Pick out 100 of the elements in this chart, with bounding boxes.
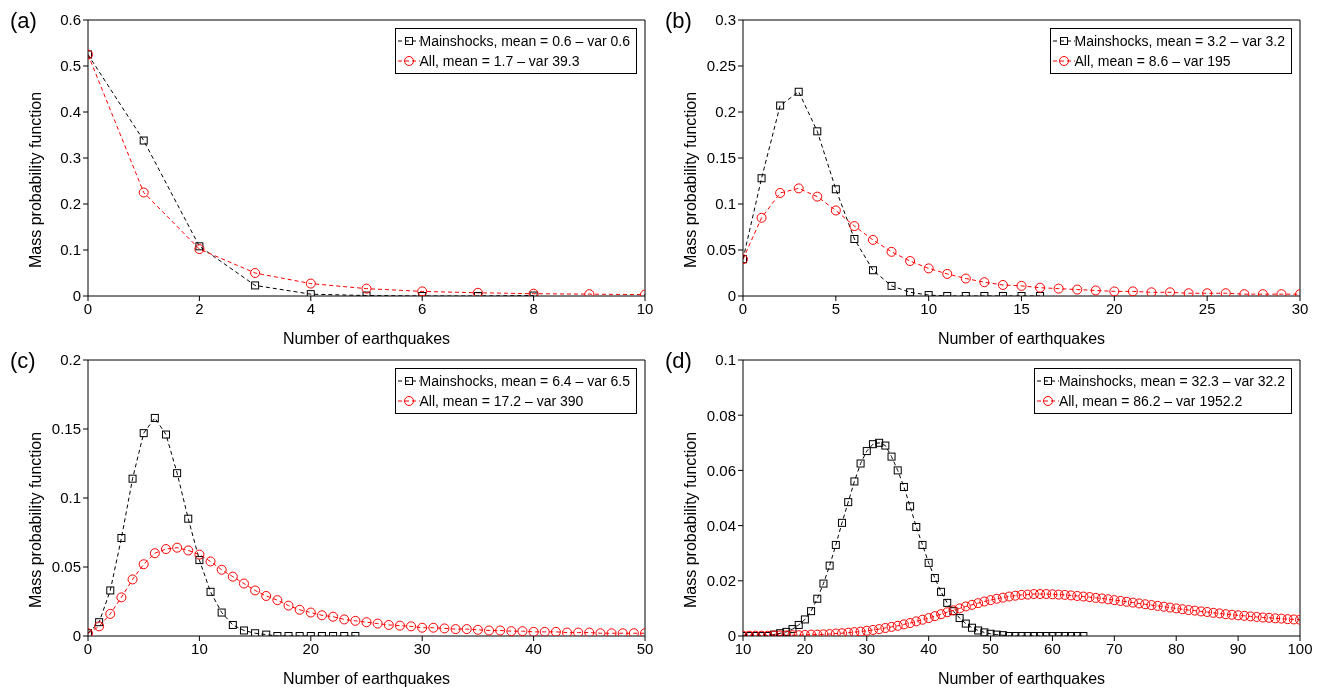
point bbox=[461, 624, 472, 635]
point bbox=[149, 548, 160, 559]
point bbox=[138, 187, 149, 198]
point bbox=[251, 281, 260, 290]
point bbox=[850, 234, 859, 243]
y-tick-label: 0.1 bbox=[715, 351, 736, 369]
point bbox=[216, 564, 227, 575]
y-tick-label: 0.4 bbox=[60, 103, 81, 121]
x-tick-label: 5 bbox=[831, 299, 841, 317]
point bbox=[250, 585, 261, 596]
point bbox=[813, 594, 822, 603]
point bbox=[161, 430, 170, 439]
y-tick-label: 0.25 bbox=[706, 57, 736, 75]
point bbox=[1090, 285, 1101, 296]
point bbox=[305, 278, 316, 289]
point bbox=[776, 101, 785, 110]
point bbox=[417, 622, 428, 633]
x-tick-label: 50 bbox=[636, 639, 654, 657]
point bbox=[117, 534, 126, 543]
point bbox=[793, 183, 804, 194]
point bbox=[849, 221, 860, 232]
point bbox=[967, 623, 976, 632]
point bbox=[886, 246, 897, 257]
y-tick-label: 0.08 bbox=[706, 406, 736, 424]
point bbox=[194, 244, 205, 255]
legend-label: All, mean = 86.2 – var 1952.2 bbox=[1058, 392, 1243, 411]
y-tick-label: 0 bbox=[72, 627, 81, 645]
point bbox=[305, 607, 316, 618]
point bbox=[955, 614, 964, 623]
point bbox=[794, 620, 803, 629]
point bbox=[1220, 288, 1231, 296]
point bbox=[960, 273, 971, 284]
x-tick-label: 40 bbox=[920, 639, 938, 657]
point bbox=[757, 174, 766, 183]
point bbox=[195, 242, 204, 251]
x-tick-label: 4 bbox=[306, 299, 315, 317]
legend-label: Mainshocks, mean = 6.4 – var 6.5 bbox=[419, 372, 630, 391]
point bbox=[350, 615, 361, 626]
point bbox=[974, 626, 983, 635]
x-tick-label: 20 bbox=[302, 639, 320, 657]
point bbox=[450, 624, 461, 635]
point bbox=[628, 628, 639, 636]
point bbox=[105, 608, 116, 619]
point bbox=[394, 620, 405, 631]
x-tick-label: 30 bbox=[1291, 299, 1309, 317]
point bbox=[139, 429, 148, 438]
x-tick-label: 8 bbox=[529, 299, 538, 317]
point bbox=[339, 614, 350, 625]
point bbox=[617, 628, 628, 636]
point bbox=[1016, 280, 1027, 291]
x-tick-label: 6 bbox=[418, 299, 427, 317]
point bbox=[472, 624, 483, 635]
point bbox=[986, 629, 995, 636]
point bbox=[127, 574, 138, 585]
point bbox=[95, 618, 104, 627]
point bbox=[138, 559, 149, 570]
point bbox=[906, 288, 915, 296]
point bbox=[1053, 283, 1064, 294]
point bbox=[997, 279, 1008, 290]
chart-title: (d) bbox=[665, 348, 692, 374]
y-tick-label: 0.3 bbox=[60, 149, 81, 167]
x-tick-label: 0 bbox=[83, 299, 93, 317]
point bbox=[800, 615, 809, 624]
legend-label: All, mean = 8.6 – var 195 bbox=[1074, 52, 1231, 71]
y-tick-label: 0.2 bbox=[60, 195, 81, 213]
point bbox=[272, 595, 283, 606]
point bbox=[893, 466, 902, 475]
point bbox=[116, 592, 127, 603]
x-tick-label: 10 bbox=[191, 639, 208, 657]
point bbox=[173, 469, 182, 478]
point bbox=[905, 256, 916, 267]
x-tick-label: 25 bbox=[1198, 299, 1216, 317]
x-axis-title: Number of earthquakes bbox=[937, 670, 1106, 687]
x-tick-label: 100 bbox=[1287, 639, 1313, 657]
legend-label: Mainshocks, mean = 3.2 – var 3.2 bbox=[1074, 32, 1285, 51]
chart-title: (b) bbox=[665, 8, 692, 34]
x-tick-label: 80 bbox=[1167, 639, 1185, 657]
point bbox=[930, 574, 939, 583]
point bbox=[539, 626, 550, 636]
y-axis-title: Mass probability function bbox=[26, 431, 44, 608]
point bbox=[868, 266, 877, 275]
y-axis-title: Mass probability function bbox=[681, 431, 699, 608]
point bbox=[887, 452, 896, 461]
point bbox=[979, 277, 990, 288]
x-tick-label: 10 bbox=[920, 299, 938, 317]
point bbox=[261, 590, 272, 601]
point bbox=[881, 441, 890, 450]
point bbox=[239, 626, 248, 635]
y-tick-label: 0.05 bbox=[51, 558, 81, 576]
x-tick-label: 10 bbox=[636, 299, 654, 317]
point bbox=[361, 617, 372, 628]
y-tick-label: 0.15 bbox=[51, 420, 81, 438]
point bbox=[838, 518, 847, 527]
x-axis-title: Number of earthquakes bbox=[282, 330, 451, 347]
point bbox=[595, 628, 606, 636]
point bbox=[831, 540, 840, 549]
point bbox=[328, 611, 339, 622]
point bbox=[316, 610, 327, 621]
point bbox=[844, 498, 853, 507]
x-tick-label: 10 bbox=[734, 639, 752, 657]
